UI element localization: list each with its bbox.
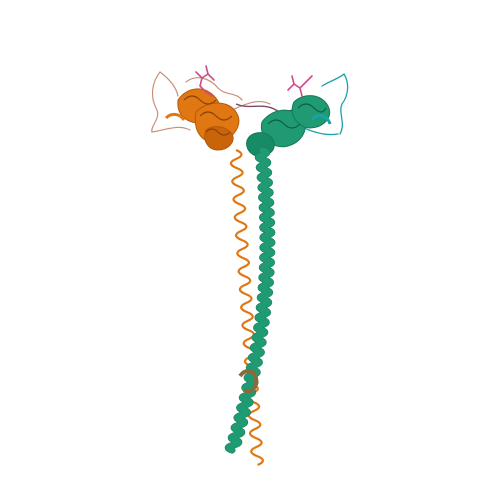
left-globular-domain: [164, 88, 240, 151]
left-domain-loops: [151, 71, 271, 133]
chain-b-helix: [224, 146, 276, 454]
chain-a-helix: [229, 148, 264, 467]
right-globular-domain: [246, 95, 332, 157]
helix-crossing-segment: [238, 369, 259, 394]
ligand-left: [195, 65, 215, 97]
ligand-right: [287, 75, 313, 97]
